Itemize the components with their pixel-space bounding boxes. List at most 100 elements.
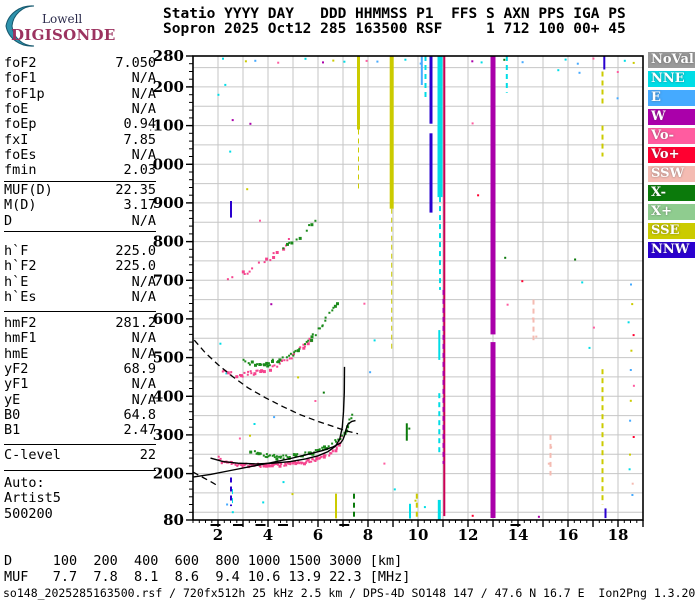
svg-text:500: 500: [153, 349, 184, 367]
crescent-icon: [5, 5, 35, 47]
svg-text:1200: 1200: [150, 78, 184, 96]
measurement-header: Statio YYYY DAY DDD HHMMSS P1 FFS S AXN …: [163, 7, 626, 36]
param-value: 2.47: [123, 422, 156, 439]
autoscaling-line: Artist5: [4, 490, 156, 507]
logo-text-lowell: Lowell: [42, 12, 83, 26]
divider: [4, 311, 156, 312]
param-group: C-level 22: [4, 447, 156, 463]
param-row: h`E N/A: [4, 273, 156, 290]
param-value: N/A: [131, 345, 156, 362]
param-value: N/A: [131, 289, 156, 306]
param-label: foF1p: [4, 85, 45, 102]
param-label: hmE: [4, 345, 29, 362]
param-row: C-level 22: [4, 447, 156, 463]
param-value: 3.17: [123, 197, 156, 214]
svg-text:14: 14: [508, 526, 529, 544]
param-value: 281.2: [115, 315, 156, 331]
param-row: B0 64.8: [4, 407, 156, 424]
param-row: yF1 N/A: [4, 376, 156, 393]
param-value: N/A: [131, 273, 156, 290]
param-label: hmF2: [4, 315, 37, 331]
svg-text:8: 8: [363, 526, 373, 544]
svg-text:700: 700: [153, 271, 184, 289]
param-value: 22: [139, 447, 156, 463]
svg-text:10: 10: [408, 526, 429, 544]
param-value: 64.8: [123, 407, 156, 424]
param-value: 225.0: [115, 258, 156, 275]
divider: [4, 470, 156, 471]
echo-status-legend: NoVal NNE E W Vo- Vo+ SSW X- X+ SSE NNW: [648, 52, 696, 261]
param-row: foF1 N/A: [4, 70, 156, 87]
param-value: 7.85: [123, 131, 156, 148]
legend-item-nne: NNE: [648, 71, 695, 87]
param-value: 7.050: [115, 55, 156, 71]
legend-item-e: E: [648, 90, 695, 106]
svg-text:1280: 1280: [150, 47, 184, 65]
param-value: 2.03: [123, 162, 156, 179]
param-label: yF1: [4, 376, 29, 393]
param-value: N/A: [131, 147, 156, 164]
param-row: h`Es N/A: [4, 289, 156, 306]
svg-text:1100: 1100: [150, 117, 184, 135]
param-row: yF2 68.9: [4, 361, 156, 378]
svg-text:200: 200: [153, 465, 184, 483]
divider: [4, 181, 156, 182]
autoscaling-text: Artist5: [4, 490, 61, 507]
param-row: hmE N/A: [4, 345, 156, 362]
svg-text:900: 900: [153, 194, 184, 212]
param-row: h`F 225.0: [4, 243, 156, 259]
param-row: B1 2.47: [4, 422, 156, 439]
param-row: M(D) 3.17: [4, 197, 156, 214]
param-group: hmF2 281.2 hmF1 N/A hmE N/A yF2 68.9 yF1 N/A yE N/A…: [4, 315, 156, 439]
param-row: foF2 7.050: [4, 55, 156, 71]
param-label: h`E: [4, 273, 29, 290]
header-columns-row: Statio YYYY DAY DDD HHMMSS P1 FFS S AXN …: [163, 6, 626, 22]
param-value: N/A: [131, 85, 156, 102]
param-row: yE N/A: [4, 391, 156, 408]
autoscaling-line: Auto:: [4, 475, 156, 491]
param-value: 225.0: [115, 243, 156, 259]
param-row: D N/A: [4, 212, 156, 229]
svg-text:6: 6: [313, 526, 323, 544]
svg-text:400: 400: [153, 387, 184, 405]
param-value: N/A: [131, 391, 156, 408]
param-value: N/A: [131, 101, 156, 118]
param-label: foF1: [4, 70, 37, 87]
legend-item-x: X+: [648, 204, 695, 220]
param-label: hmF1: [4, 330, 37, 347]
param-label: C-level: [4, 447, 61, 463]
autoscaling-text: Auto:: [4, 475, 45, 491]
svg-text:80: 80: [163, 511, 184, 529]
param-label: foEp: [4, 116, 37, 133]
legend-item-nnw: NNW: [648, 242, 695, 258]
muf-table: D 100 200 400 600 800 1000 1500 3000 [km…: [4, 553, 411, 585]
param-value: N/A: [131, 330, 156, 347]
param-row: hmF1 N/A: [4, 330, 156, 347]
param-group: foF2 7.050 foF1 N/A foF1p N/A foE N/A foEp 0.94 fx…: [4, 55, 156, 179]
distance-row: D 100 200 400 600 800 1000 1500 3000 [km…: [4, 553, 403, 569]
svg-text:300: 300: [153, 426, 184, 444]
param-label: yF2: [4, 361, 29, 378]
param-label: D: [4, 212, 13, 229]
param-group: MUF(D) 22.35 M(D) 3.17 D N/A: [4, 182, 156, 229]
param-label: fmin: [4, 162, 37, 179]
param-value: N/A: [131, 212, 156, 229]
param-label: M(D): [4, 197, 37, 214]
param-label: fxI: [4, 131, 29, 148]
svg-text:16: 16: [558, 526, 579, 544]
param-label: h`F: [4, 243, 29, 259]
legend-item-ssw: SSW: [648, 166, 695, 182]
lowell-digisonde-logo: Lowell DIGISONDE: [4, 4, 134, 48]
param-label: foE: [4, 101, 29, 118]
param-value: 68.9: [123, 361, 156, 378]
svg-text:2: 2: [213, 526, 223, 544]
svg-text:4: 4: [263, 526, 273, 544]
legend-item-vo: Vo-: [648, 128, 695, 144]
autoscaling-text: 500200: [4, 505, 53, 522]
param-label: h`Es: [4, 289, 37, 306]
legend-item-sse: SSE: [648, 223, 695, 239]
param-label: yE: [4, 391, 21, 408]
svg-text:12: 12: [458, 526, 479, 544]
muf-row: MUF 7.7 7.8 8.1 8.6 9.4 10.6 13.9 22.3 […: [4, 568, 411, 585]
